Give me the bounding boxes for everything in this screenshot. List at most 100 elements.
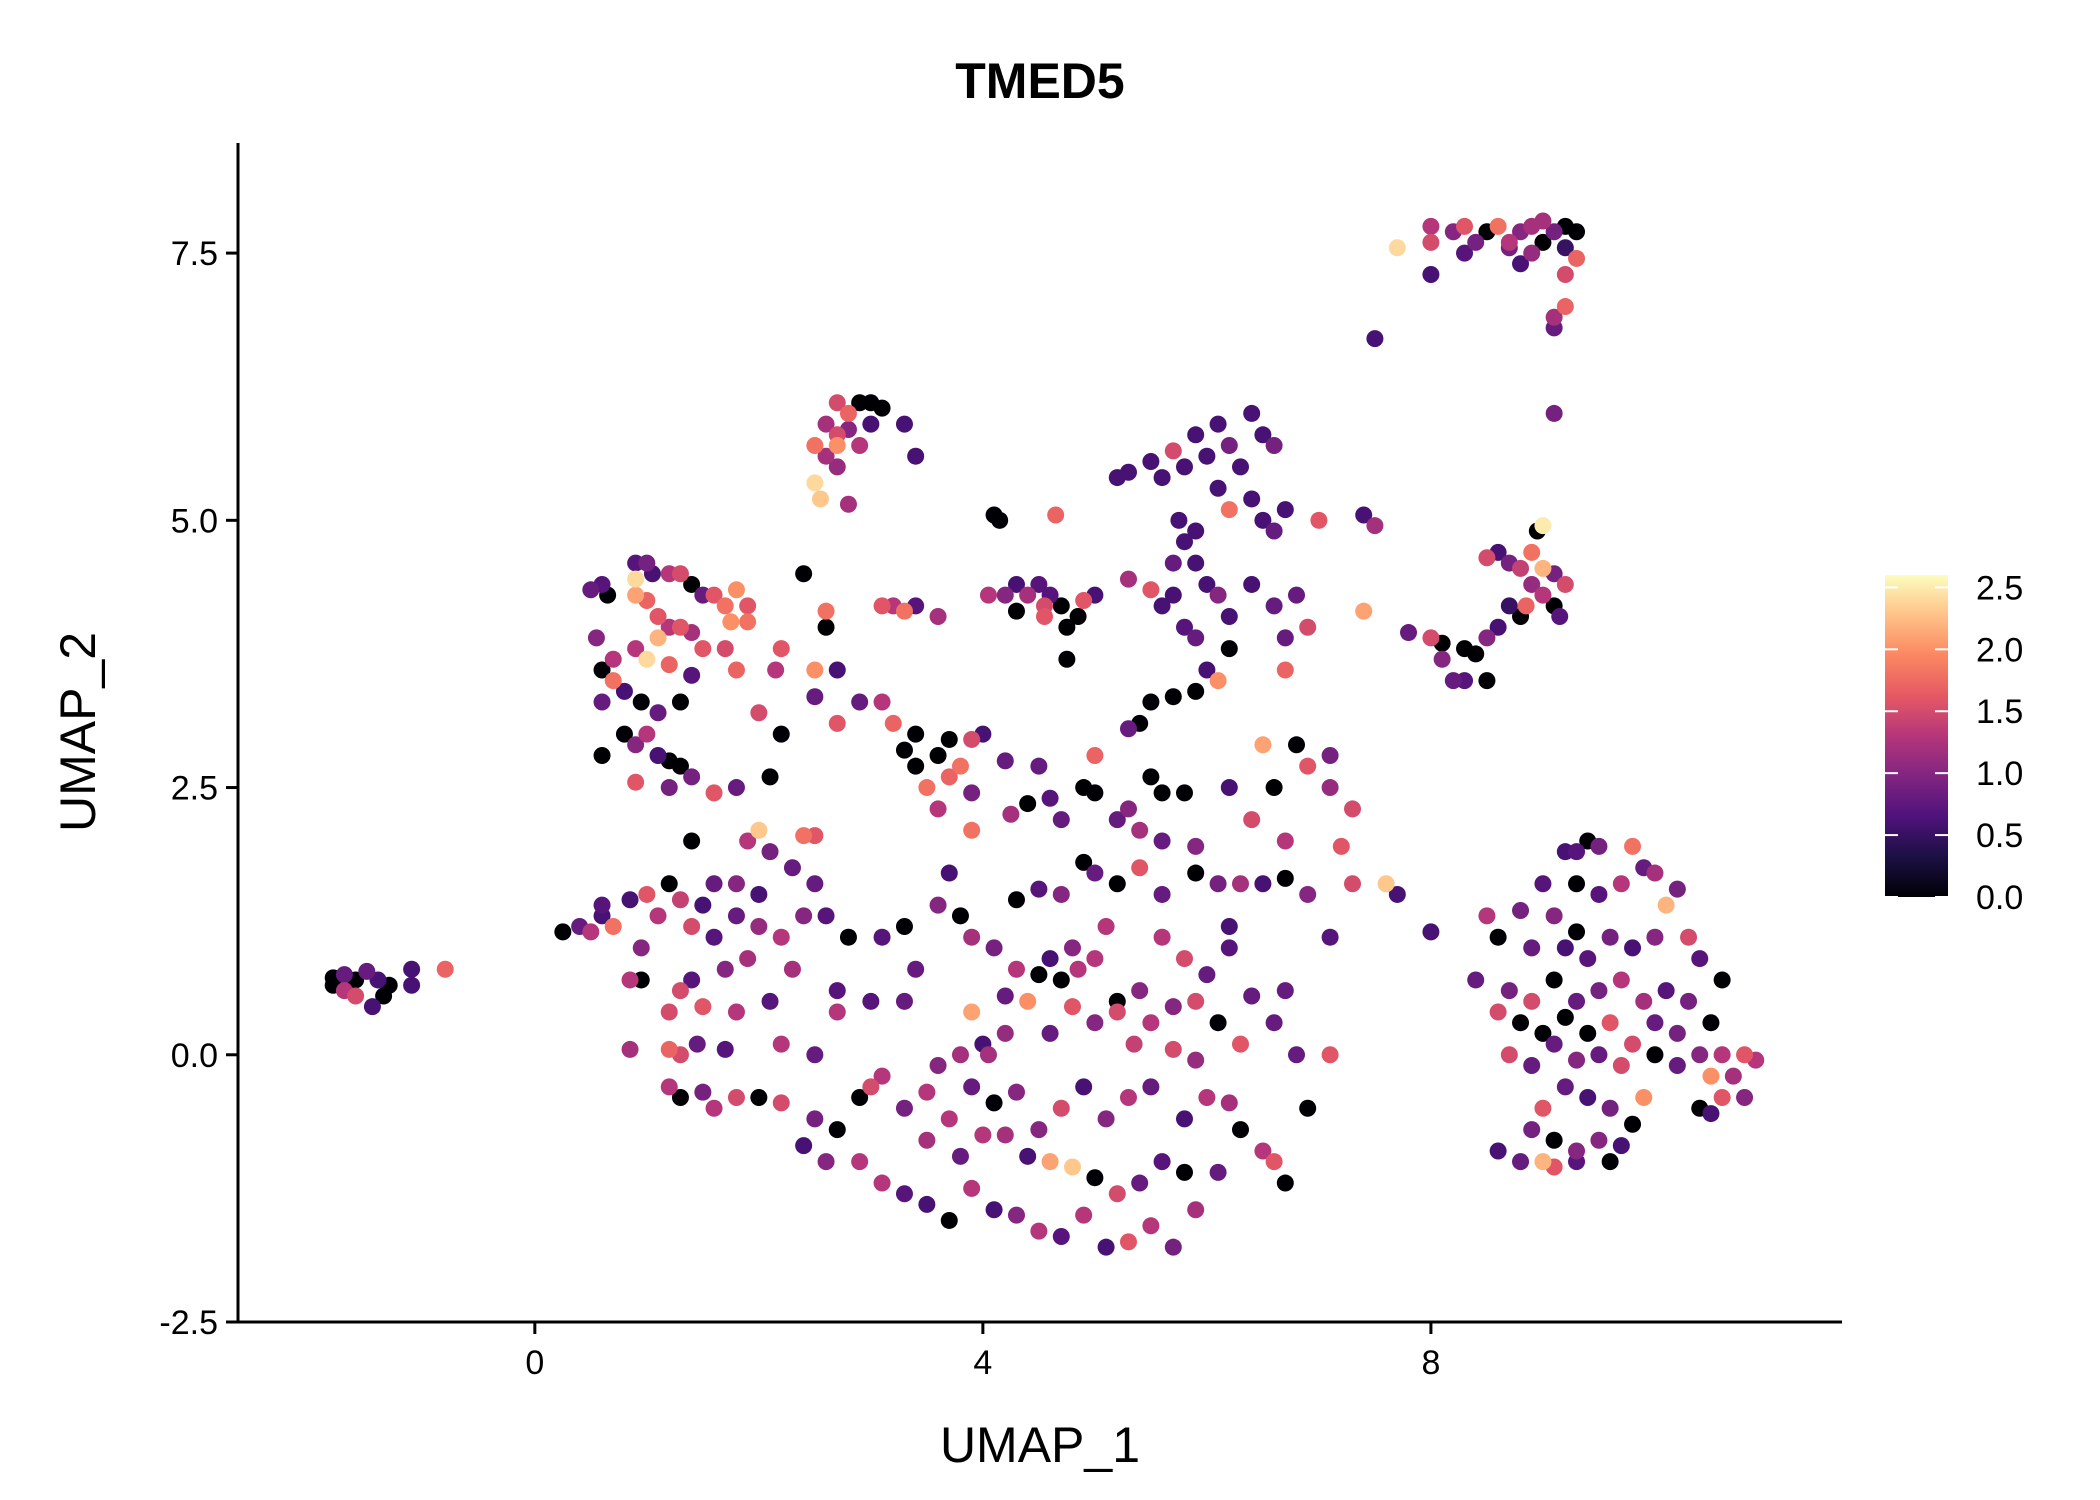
data-point bbox=[1276, 661, 1294, 679]
data-point bbox=[750, 885, 768, 903]
data-point bbox=[1086, 1169, 1104, 1187]
data-point bbox=[1545, 1035, 1563, 1053]
data-point bbox=[1175, 1110, 1193, 1128]
data-point bbox=[1551, 608, 1569, 626]
data-point bbox=[671, 1089, 689, 1107]
data-point bbox=[638, 885, 656, 903]
data-point bbox=[1142, 693, 1160, 711]
data-point bbox=[1041, 950, 1059, 968]
data-point bbox=[1153, 885, 1171, 903]
data-point bbox=[694, 1083, 712, 1101]
data-point bbox=[1164, 1040, 1182, 1058]
data-point bbox=[1702, 1014, 1720, 1032]
colorbar-tick-label: 2.0 bbox=[1976, 631, 2023, 669]
data-point bbox=[347, 987, 365, 1005]
data-point bbox=[918, 1195, 936, 1213]
data-point bbox=[604, 918, 622, 936]
colorbar-tick-label: 0.0 bbox=[1976, 879, 2023, 917]
data-point bbox=[694, 640, 712, 658]
data-point bbox=[1467, 233, 1485, 251]
data-point bbox=[1220, 1094, 1238, 1112]
data-point bbox=[1232, 875, 1249, 893]
data-point bbox=[1075, 853, 1093, 871]
data-point bbox=[649, 746, 667, 764]
data-point bbox=[1058, 650, 1076, 668]
data-point bbox=[638, 554, 656, 572]
data-point bbox=[1198, 447, 1216, 465]
data-point bbox=[1265, 597, 1283, 615]
data-point bbox=[1209, 875, 1227, 893]
data-point bbox=[649, 907, 667, 925]
data-point bbox=[1388, 885, 1406, 903]
data-point bbox=[940, 730, 958, 748]
data-point bbox=[1512, 1153, 1530, 1171]
data-point bbox=[828, 982, 846, 1000]
data-point bbox=[1108, 1185, 1126, 1203]
data-point bbox=[1097, 1238, 1115, 1256]
data-point bbox=[1164, 998, 1182, 1016]
data-point bbox=[716, 1040, 734, 1058]
data-point bbox=[895, 918, 913, 936]
data-point bbox=[817, 1153, 835, 1171]
data-point bbox=[907, 447, 925, 465]
data-point bbox=[918, 1083, 936, 1101]
data-point bbox=[940, 1211, 958, 1229]
data-point bbox=[1187, 837, 1205, 855]
data-point bbox=[1523, 1056, 1541, 1074]
data-point bbox=[795, 1137, 813, 1155]
data-point bbox=[1545, 308, 1563, 326]
data-point bbox=[1601, 1153, 1619, 1171]
data-point bbox=[1344, 875, 1362, 893]
data-point bbox=[1086, 950, 1104, 968]
data-point bbox=[806, 688, 824, 706]
data-point bbox=[1254, 426, 1272, 444]
data-point bbox=[862, 415, 880, 433]
data-point bbox=[1366, 517, 1384, 535]
data-point bbox=[862, 992, 880, 1010]
data-point bbox=[918, 779, 936, 797]
data-point bbox=[795, 565, 813, 583]
data-point bbox=[1517, 597, 1535, 615]
points-layer bbox=[324, 212, 1765, 1256]
data-point bbox=[1276, 1174, 1294, 1192]
data-point bbox=[806, 436, 824, 454]
data-point bbox=[1007, 960, 1025, 978]
data-point bbox=[817, 447, 835, 465]
data-point bbox=[716, 960, 734, 978]
data-point bbox=[1243, 404, 1261, 422]
data-point bbox=[996, 987, 1014, 1005]
data-point bbox=[1590, 982, 1608, 1000]
data-point bbox=[873, 693, 891, 711]
data-point bbox=[1063, 939, 1081, 957]
data-point bbox=[828, 661, 846, 679]
data-point bbox=[1523, 1121, 1541, 1139]
data-point bbox=[895, 1099, 913, 1117]
colorbar-legend: 0.0 0.5 1.0 1.5 2.0 2.5 bbox=[1885, 569, 2023, 917]
data-point bbox=[862, 1078, 880, 1096]
data-point bbox=[1736, 1089, 1754, 1107]
data-point bbox=[627, 586, 645, 604]
data-point bbox=[1007, 1083, 1025, 1101]
data-point bbox=[828, 436, 846, 454]
data-point bbox=[1579, 950, 1597, 968]
data-point bbox=[1035, 608, 1053, 626]
data-point bbox=[1047, 506, 1065, 524]
data-point bbox=[593, 661, 611, 679]
data-point bbox=[1086, 746, 1104, 764]
data-point bbox=[1276, 982, 1294, 1000]
data-point bbox=[727, 581, 745, 599]
data-point bbox=[1556, 575, 1574, 593]
data-point bbox=[996, 586, 1014, 604]
data-point bbox=[1142, 1078, 1160, 1096]
data-point bbox=[649, 608, 667, 626]
data-point bbox=[716, 597, 734, 615]
data-point bbox=[1265, 779, 1283, 797]
data-point bbox=[828, 458, 846, 476]
data-point bbox=[1063, 1158, 1081, 1176]
data-point bbox=[436, 960, 454, 978]
data-point bbox=[705, 586, 723, 604]
data-point bbox=[1187, 864, 1205, 882]
data-point bbox=[1198, 966, 1216, 984]
data-point bbox=[1456, 217, 1474, 235]
data-point bbox=[1086, 864, 1104, 882]
